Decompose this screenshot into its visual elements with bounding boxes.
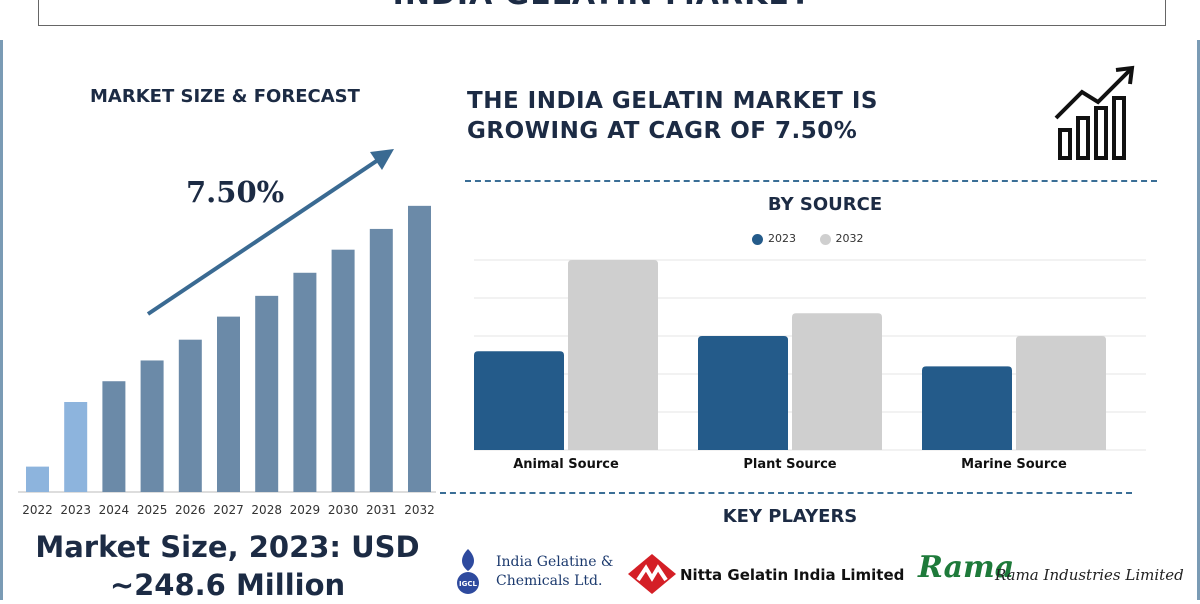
x-tick-label: 2026	[175, 503, 206, 517]
frame-left-border	[0, 40, 3, 600]
title-box: INDIA GELATIN MARKET	[38, 0, 1166, 26]
by-source-heading: BY SOURCE	[767, 194, 883, 215]
growth-percent-label: 7.50%	[186, 175, 285, 209]
bar-2022	[26, 466, 49, 492]
bar-2024	[102, 381, 126, 492]
legend-swatch-2032	[819, 233, 831, 245]
x-tick-label: 2024	[99, 503, 130, 517]
frame-right-border	[1197, 40, 1200, 600]
source-legend: 2023 2032	[752, 232, 884, 245]
bar-2029	[293, 272, 317, 492]
igcl-name-line1: India Gelatine &	[496, 554, 614, 570]
bar-2031	[369, 228, 393, 492]
category-label: Plant Source	[743, 457, 836, 472]
legend-swatch-2023	[752, 233, 763, 245]
trend-arrow-head	[370, 149, 394, 170]
bar-marine-source-2032	[1016, 336, 1106, 450]
rama-name: Rama Industries Limited	[995, 566, 1184, 584]
bar-2030	[331, 249, 355, 492]
x-tick-label: 2031	[366, 503, 397, 517]
igcl-logo: IGCL	[457, 549, 479, 594]
market-size-line2: ~248.6 Million	[109, 568, 346, 602]
category-label: Animal Source	[513, 457, 619, 472]
category-label: Marine Source	[961, 457, 1067, 472]
rama-logo: Rama	[918, 550, 1015, 585]
bar-2032	[408, 205, 431, 492]
x-tick-label: 2030	[328, 503, 359, 517]
bar-2026	[178, 339, 202, 492]
legend-label-2023: 2023	[768, 232, 796, 245]
igcl-logo-text: IGCL	[459, 580, 477, 588]
cagr-line1: THE INDIA GELATIN MARKET IS	[467, 88, 878, 114]
cagr-line2: GROWING AT CAGR OF 7.50%	[467, 118, 858, 144]
by-source-bar-chart: Animal Source Plant Source Marine Source	[474, 259, 1146, 472]
growth-chart-icon	[1054, 65, 1135, 160]
x-tick-label: 2022	[22, 503, 53, 517]
bar-2027	[217, 316, 240, 492]
cagr-statement: THE INDIA GELATIN MARKET IS GROWING AT C…	[467, 86, 878, 146]
bar-animal-source-2023	[474, 351, 564, 450]
bar-2023	[64, 402, 88, 492]
bar-marine-source-2023	[922, 366, 1012, 450]
x-tick-label: 2023	[60, 503, 91, 517]
divider-bottom	[440, 492, 1132, 494]
x-tick-label: 2032	[404, 503, 435, 517]
trend-arrow-line	[146, 154, 386, 316]
page-title: INDIA GELATIN MARKET	[39, 0, 1165, 12]
legend-item-2023: 2023	[752, 232, 796, 245]
nitta-logo	[628, 554, 676, 594]
bar-plant-source-2032	[792, 313, 882, 450]
igcl-name-line2: Chemicals Ltd.	[496, 573, 603, 589]
bar-2025	[140, 360, 164, 492]
key-players-heading: KEY PLAYERS	[722, 506, 858, 527]
divider-top	[465, 180, 1157, 182]
bar-plant-source-2023	[698, 336, 788, 450]
x-tick-label: 2028	[251, 503, 282, 517]
legend-item-2032: 2032	[819, 232, 864, 245]
x-tick-label: 2027	[213, 503, 244, 517]
bar-animal-source-2032	[568, 260, 658, 450]
legend-label-2032: 2032	[835, 232, 864, 245]
x-tick-label: 2029	[290, 503, 321, 517]
forecast-bar-chart: 2022 2023 2024 2025 2026 2027 2028 2029 2030 2031…	[18, 149, 436, 517]
bar-2028	[255, 295, 279, 492]
market-size-forecast-heading: MARKET SIZE & FORECAST	[90, 86, 360, 107]
market-size-line1: Market Size, 2023: USD	[35, 530, 420, 564]
nitta-name: Nitta Gelatin India Limited	[680, 566, 905, 584]
x-tick-label: 2025	[137, 503, 168, 517]
igcl-name: India Gelatine & Chemicals Ltd.	[496, 553, 613, 591]
